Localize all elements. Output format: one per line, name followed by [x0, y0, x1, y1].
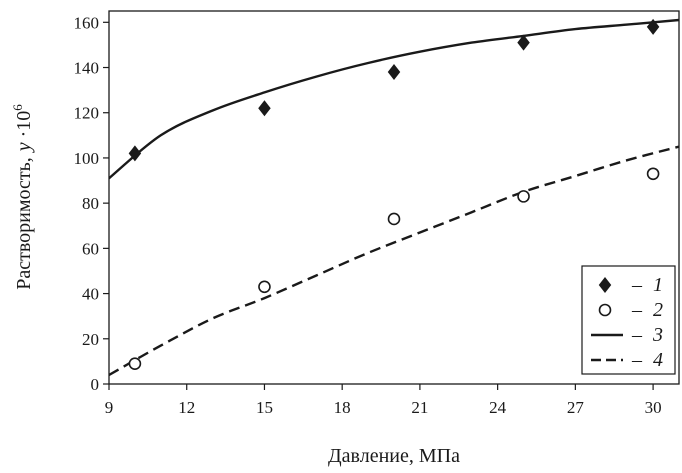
legend-dash: –: [631, 324, 643, 346]
series-2-point: [258, 280, 271, 294]
plot-frame: [108, 10, 680, 385]
y-tick-label: 160: [74, 13, 100, 32]
y-axis-ticks: 0 20 40 60 80 100 120 140 160: [74, 13, 109, 394]
series-2-point: [517, 190, 530, 203]
series-4-line: [109, 145, 679, 377]
x-tick-label: 18: [334, 398, 351, 417]
y-tick-label: 80: [82, 194, 99, 213]
y-tick-label: 100: [74, 149, 100, 168]
series-1-point: [258, 100, 271, 117]
legend-label-1: 1: [653, 274, 663, 296]
x-tick-label: 30: [645, 398, 662, 417]
fit-lines: [109, 18, 679, 377]
series-1-point: [128, 145, 142, 162]
y-axis-label-variable: y: [13, 142, 35, 153]
legend-dash: –: [631, 299, 643, 321]
series-2-point: [128, 357, 142, 370]
x-tick-label: 9: [105, 398, 114, 417]
legend: –1– 2– 3– 4: [581, 265, 676, 375]
y-tick-label: 140: [74, 59, 100, 78]
y-tick-label: 40: [82, 285, 99, 304]
y-tick-label: 60: [82, 239, 99, 258]
x-tick-label: 21: [411, 398, 428, 417]
series-2-point: [646, 167, 660, 181]
x-tick-label: 24: [489, 398, 507, 417]
legend-label-3: 3: [652, 324, 663, 346]
y-tick-label: 0: [91, 375, 100, 394]
legend-marker-2: [598, 303, 612, 317]
x-tick-label: 12: [178, 398, 195, 417]
y-axis-label-main: Растворимость,: [13, 157, 35, 290]
y-axis-label: Растворимость, y ·106: [10, 104, 35, 290]
y-tick-label: 120: [74, 104, 100, 123]
series-1-point: [646, 18, 660, 35]
y-axis-label-multiplier: ·10: [13, 111, 35, 143]
legend-marker-1: [598, 277, 612, 293]
y-axis-label-exponent: 6: [10, 104, 25, 111]
series-3-line: [109, 18, 679, 180]
series-2-point: [387, 212, 401, 226]
data-points: [128, 18, 660, 370]
x-axis-label: Давление, МПа: [328, 445, 460, 467]
legend-dash: –: [631, 274, 643, 296]
x-axis-ticks: 9 12 15 18 21 24 27 30: [105, 384, 662, 417]
legend-dash: –: [631, 349, 643, 371]
y-tick-label: 20: [82, 330, 99, 349]
series-1-point: [517, 34, 530, 51]
x-tick-label: 27: [567, 398, 585, 417]
legend-label-2: 2: [653, 299, 663, 321]
x-tick-label: 15: [256, 398, 273, 417]
legend-label-4: 4: [653, 349, 663, 371]
legend-box: [581, 265, 676, 375]
series-1-point: [387, 64, 401, 81]
